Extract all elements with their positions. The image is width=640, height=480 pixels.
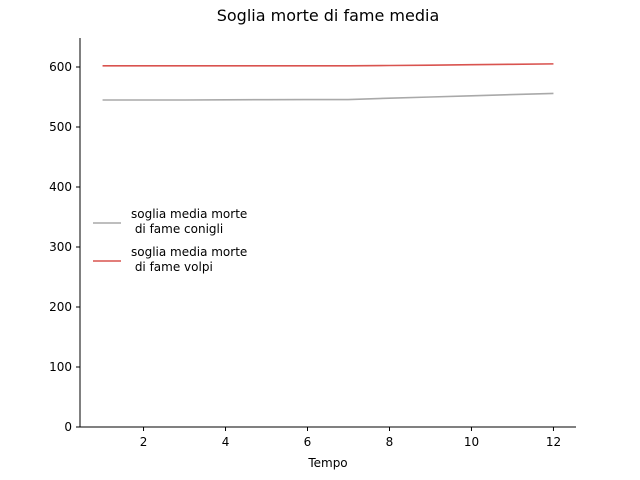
x-tick-label: 12 (546, 435, 561, 449)
series-line-1 (102, 63, 554, 67)
x-tick-label: 6 (304, 435, 312, 449)
x-tick-label: 2 (140, 435, 148, 449)
y-tick-label: 200 (49, 300, 72, 314)
legend: soglia media morte di fame conigli soglia… (93, 207, 247, 274)
legend-label-1: soglia media morte di fame volpi (131, 245, 247, 274)
y-tick-label: 600 (49, 60, 72, 74)
y-tick-label: 400 (49, 180, 72, 194)
series-line-0 (102, 92, 554, 101)
x-tick-label: 10 (464, 435, 479, 449)
axes: 2 4 6 8 10 12 0 100 200 300 400 500 600 (49, 38, 576, 449)
legend-label-0: soglia media morte di fame conigli (131, 207, 247, 236)
y-tick-label: 0 (64, 420, 72, 434)
x-axis-title: Tempo (307, 456, 347, 470)
chart-title: Soglia morte di fame media (217, 6, 440, 25)
x-tick-label: 8 (386, 435, 394, 449)
y-tick-label: 300 (49, 240, 72, 254)
y-tick-label: 100 (49, 360, 72, 374)
y-tick-label: 500 (49, 120, 72, 134)
series-layer (102, 63, 554, 101)
x-tick-label: 4 (222, 435, 230, 449)
